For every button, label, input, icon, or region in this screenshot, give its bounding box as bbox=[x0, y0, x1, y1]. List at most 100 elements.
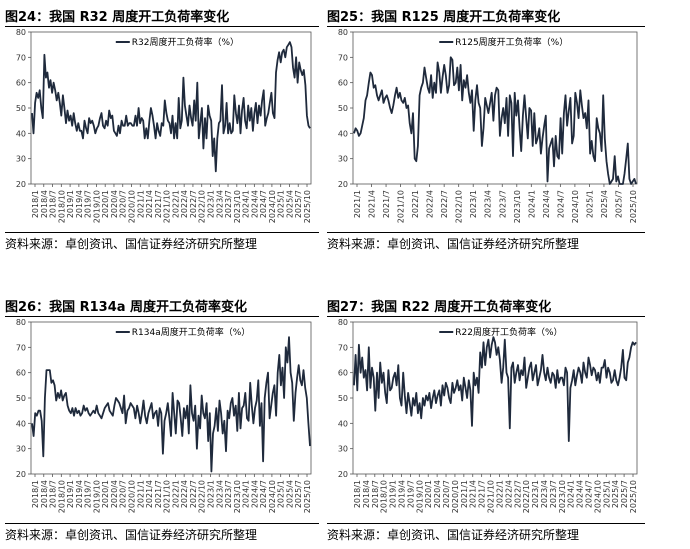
x-tick-label: 2022/1 bbox=[411, 190, 420, 218]
x-tick-label: 2022/10 bbox=[522, 480, 531, 513]
x-tick-label: 2025/1 bbox=[585, 190, 594, 218]
y-tick-label: 80 bbox=[16, 28, 26, 37]
line-chart: 20 30 40 50 60 70 80 2021/1 2021/4 2021/7 2021/10 2… bbox=[327, 27, 645, 232]
y-tick-label: 50 bbox=[16, 394, 26, 403]
x-tick-label: 2024/10 bbox=[571, 190, 580, 223]
y-tick-label: 30 bbox=[338, 155, 348, 164]
series-line bbox=[31, 41, 311, 173]
x-tick-label: 2023/10 bbox=[233, 190, 242, 223]
x-tick-label: 2025/4 bbox=[600, 190, 609, 218]
y-tick-label: 20 bbox=[16, 470, 26, 479]
x-tick-label: 2019/1 bbox=[66, 480, 75, 508]
x-tick-label: 2018/10 bbox=[57, 480, 66, 513]
x-tick-label: 2025/4 bbox=[285, 190, 294, 218]
y-tick-label: 50 bbox=[338, 104, 348, 113]
legend-label: R125周度开工负荷率（%） bbox=[455, 36, 568, 48]
x-tick-label: 2024/4 bbox=[576, 480, 585, 508]
x-tick-label: 2022/7 bbox=[189, 480, 198, 508]
x-tick-label: 2019/4 bbox=[75, 480, 84, 508]
y-tick-label: 20 bbox=[16, 180, 26, 189]
source-note: 资料来源：卓创资讯、国信证券经济研究所整理 bbox=[327, 528, 580, 542]
y-tick-label: 60 bbox=[16, 369, 26, 378]
y-tick-label: 30 bbox=[16, 155, 26, 164]
x-tick-label: 2022/10 bbox=[455, 190, 464, 223]
x-tick-label: 2023/7 bbox=[224, 190, 233, 218]
source-rule bbox=[5, 232, 319, 233]
y-tick-label: 70 bbox=[338, 343, 348, 352]
y-tick-label: 60 bbox=[338, 79, 348, 88]
x-tick-label: 2024/4 bbox=[250, 190, 259, 218]
x-tick-label: 2021/4 bbox=[368, 190, 377, 218]
x-tick-label: 2021/10 bbox=[487, 480, 496, 513]
y-tick-label: 20 bbox=[338, 180, 348, 189]
x-tick-label: 2025/10 bbox=[629, 190, 638, 223]
x-tick-label: 2021/1 bbox=[353, 190, 362, 218]
line-chart: 20 30 40 50 60 70 80 2018/1 2018/4 2018/7 2018/10 2… bbox=[5, 27, 319, 232]
x-tick-label: 2025/7 bbox=[294, 480, 303, 508]
x-tick-label: 2021/10 bbox=[163, 480, 172, 513]
x-tick-label: 2019/1 bbox=[389, 480, 398, 508]
x-tick-label: 2025/4 bbox=[611, 480, 620, 508]
y-tick-label: 30 bbox=[16, 445, 26, 454]
legend-label: R134a周度开工负荷率（%） bbox=[132, 326, 251, 338]
x-tick-label: 2021/7 bbox=[478, 480, 487, 508]
source-note: 资料来源：卓创资讯、国信证券经济研究所整理 bbox=[327, 237, 580, 251]
legend-label: R22周度开工负荷率（%） bbox=[455, 326, 562, 338]
x-tick-label: 2018/10 bbox=[380, 480, 389, 513]
x-tick-label: 2025/1 bbox=[602, 480, 611, 508]
source-rule bbox=[327, 523, 645, 524]
x-tick-label: 2020/1 bbox=[101, 190, 110, 218]
x-tick-label: 2025/4 bbox=[285, 480, 294, 508]
chart-title: 图26：我国 R134a 周度开工负荷率变化 bbox=[5, 300, 248, 315]
x-tick-label: 2023/10 bbox=[233, 480, 242, 513]
x-tick-label: 2019/4 bbox=[398, 480, 407, 508]
y-tick-label: 80 bbox=[16, 318, 26, 327]
x-tick-label: 2020/7 bbox=[442, 480, 451, 508]
x-tick-label: 2024/7 bbox=[259, 480, 268, 508]
y-tick-label: 20 bbox=[338, 470, 348, 479]
x-tick-label: 2018/4 bbox=[40, 480, 49, 508]
x-tick-label: 2023/10 bbox=[558, 480, 567, 513]
line-chart: 20 30 40 50 60 70 80 2018/1 2018/4 2018/7 2018/10 2… bbox=[5, 317, 319, 522]
x-tick-label: 2018/4 bbox=[362, 480, 371, 508]
x-tick-label: 2025/1 bbox=[277, 480, 286, 508]
x-tick-label: 2022/1 bbox=[171, 190, 180, 218]
x-tick-label: 2019/7 bbox=[84, 190, 93, 218]
x-tick-label: 2018/7 bbox=[49, 190, 58, 218]
x-tick-label: 2024/1 bbox=[567, 480, 576, 508]
x-tick-label: 2024/4 bbox=[250, 480, 259, 508]
x-tick-label: 2019/7 bbox=[406, 480, 415, 508]
chart-svg: 20 30 40 50 60 70 80 2021/1 2021/4 2021/7 2021/10 2… bbox=[338, 28, 638, 223]
chart-panel-r22: 图27：我国 R22 周度开工负荷率变化 20 30 40 50 60 70 80 2018/… bbox=[327, 290, 645, 545]
x-tick-label: 2025/7 bbox=[294, 190, 303, 218]
x-tick-label: 2023/4 bbox=[540, 480, 549, 508]
x-tick-label: 2021/4 bbox=[145, 190, 154, 218]
x-tick-label: 2020/10 bbox=[451, 480, 460, 513]
x-tick-label: 2024/7 bbox=[556, 190, 565, 218]
x-tick-label: 2025/1 bbox=[277, 190, 286, 218]
x-tick-label: 2018/1 bbox=[31, 480, 40, 508]
x-tick-label: 2019/10 bbox=[92, 480, 101, 513]
x-tick-label: 2022/10 bbox=[198, 190, 207, 223]
x-tick-label: 2019/10 bbox=[415, 480, 424, 513]
title-rule bbox=[327, 316, 645, 317]
source-note: 资料来源：卓创资讯、国信证券经济研究所整理 bbox=[5, 528, 258, 542]
y-tick-label: 50 bbox=[16, 104, 26, 113]
x-tick-label: 2022/4 bbox=[180, 190, 189, 218]
x-tick-label: 2025/10 bbox=[629, 480, 638, 513]
x-tick-label: 2018/7 bbox=[49, 480, 58, 508]
x-tick-label: 2022/4 bbox=[426, 190, 435, 218]
x-tick-label: 2024/10 bbox=[268, 480, 277, 513]
x-tick-label: 2025/7 bbox=[614, 190, 623, 218]
chart-panel-r134a: 图26：我国 R134a 周度开工负荷率变化 20 30 40 50 60 70 80 201… bbox=[5, 290, 319, 545]
x-tick-label: 2020/1 bbox=[101, 480, 110, 508]
x-tick-label: 2019/10 bbox=[92, 190, 101, 223]
chart-title: 图25：我国 R125 周度开工负荷率变化 bbox=[327, 10, 561, 25]
x-tick-label: 2023/1 bbox=[206, 190, 215, 218]
x-tick-label: 2022/7 bbox=[513, 480, 522, 508]
x-tick-label: 2021/1 bbox=[460, 480, 469, 508]
x-tick-label: 2020/1 bbox=[424, 480, 433, 508]
chart-title: 图27：我国 R22 周度开工负荷率变化 bbox=[327, 300, 552, 315]
